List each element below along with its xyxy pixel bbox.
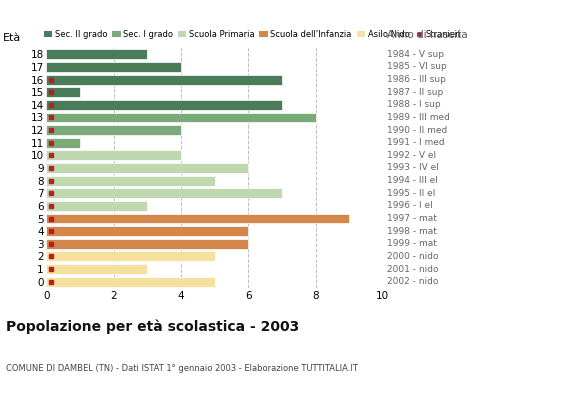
Bar — [46, 239, 248, 249]
Bar — [46, 163, 248, 173]
Bar — [46, 49, 147, 59]
Bar — [46, 277, 215, 287]
Text: 2001 - nido: 2001 - nido — [387, 264, 438, 274]
Text: 1999 - mat: 1999 - mat — [387, 239, 437, 248]
Bar — [46, 252, 215, 261]
Text: 1991 - I med: 1991 - I med — [387, 138, 444, 147]
Bar — [46, 62, 181, 72]
Bar — [46, 264, 147, 274]
Text: 2002 - nido: 2002 - nido — [387, 277, 438, 286]
Bar — [46, 201, 147, 211]
Text: COMUNE DI DAMBEL (TN) - Dati ISTAT 1° gennaio 2003 - Elaborazione TUTTITALIA.IT: COMUNE DI DAMBEL (TN) - Dati ISTAT 1° ge… — [6, 364, 358, 373]
Bar — [46, 87, 80, 97]
Bar — [46, 75, 282, 84]
Text: Anno di nascita: Anno di nascita — [387, 30, 467, 40]
Text: 1986 - III sup: 1986 - III sup — [387, 75, 445, 84]
Text: 1990 - II med: 1990 - II med — [387, 126, 447, 135]
Text: 1992 - V el: 1992 - V el — [387, 151, 436, 160]
Bar — [46, 214, 349, 224]
Bar — [46, 125, 181, 135]
Text: 1985 - VI sup: 1985 - VI sup — [387, 62, 447, 72]
Bar — [46, 100, 282, 110]
Bar — [46, 150, 181, 160]
Text: 1987 - II sup: 1987 - II sup — [387, 88, 443, 97]
Text: 1989 - III med: 1989 - III med — [387, 113, 450, 122]
Text: Popolazione per età scolastica - 2003: Popolazione per età scolastica - 2003 — [6, 320, 299, 334]
Legend: Sec. II grado, Sec. I grado, Scuola Primaria, Scuola dell'Infanzia, Asilo Nido, : Sec. II grado, Sec. I grado, Scuola Prim… — [44, 30, 461, 39]
Text: 1994 - III el: 1994 - III el — [387, 176, 438, 185]
Text: 2000 - nido: 2000 - nido — [387, 252, 438, 261]
Text: Età: Età — [3, 33, 21, 43]
Bar — [46, 112, 316, 122]
Text: 1996 - I el: 1996 - I el — [387, 201, 433, 210]
Text: 1988 - I sup: 1988 - I sup — [387, 100, 440, 109]
Bar — [46, 188, 282, 198]
Bar — [46, 176, 215, 186]
Text: 1998 - mat: 1998 - mat — [387, 227, 437, 236]
Text: 1993 - IV el: 1993 - IV el — [387, 164, 438, 172]
Text: 1997 - mat: 1997 - mat — [387, 214, 437, 223]
Text: 1995 - II el: 1995 - II el — [387, 189, 435, 198]
Bar — [46, 226, 248, 236]
Text: 1984 - V sup: 1984 - V sup — [387, 50, 444, 59]
Bar — [46, 138, 80, 148]
